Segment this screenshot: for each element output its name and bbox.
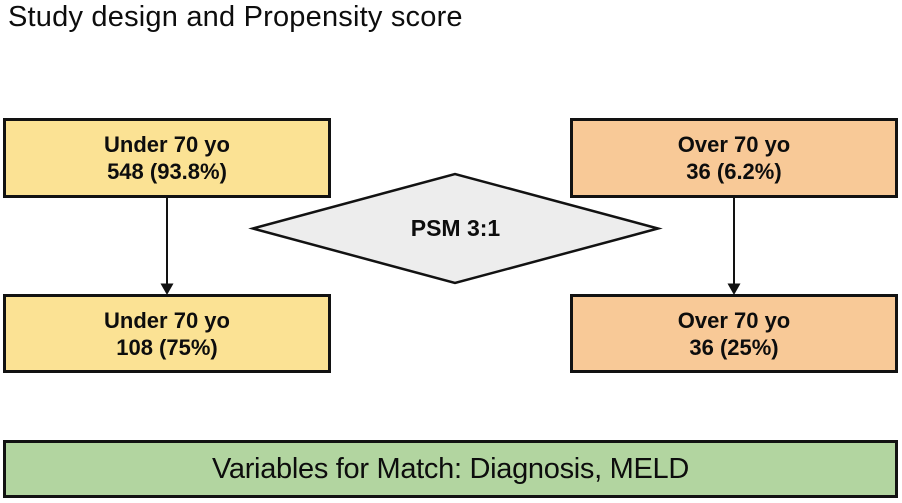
- psm-diamond-label: PSM 3:1: [410, 215, 501, 241]
- psm-diamond: [248, 172, 663, 285]
- page-title: Study design and Propensity score: [8, 1, 463, 33]
- box-line-group: Under 70 yo: [104, 132, 230, 157]
- box-under-70-post-match: Under 70 yo 108 (75%): [3, 294, 331, 373]
- box-over-70-pre-match: Over 70 yo 36 (6.2%): [570, 118, 898, 198]
- box-line-count: 36 (25%): [689, 334, 779, 360]
- box-line-group: Over 70 yo: [677, 307, 791, 333]
- variables-footer-bar: Variables for Match: Diagnosis, MELD: [3, 440, 898, 498]
- box-line-group: Under 70 yo: [104, 307, 230, 333]
- box-under-70-pre-match: Under 70 yo 548 (93.8%): [3, 118, 331, 198]
- box-line-count: 36 (6.2%): [686, 159, 782, 184]
- box-line-count: 108 (75%): [116, 334, 218, 360]
- variables-footer-text: Variables for Match: Diagnosis, MELD: [211, 452, 690, 485]
- box-over-70-post-match: Over 70 yo 36 (25%): [570, 294, 898, 373]
- box-line-count: 548 (93.8%): [107, 159, 227, 184]
- down-arrow-left-icon: [160, 198, 174, 295]
- down-arrow-right-icon: [727, 198, 741, 295]
- box-line-group: Over 70 yo: [677, 132, 791, 157]
